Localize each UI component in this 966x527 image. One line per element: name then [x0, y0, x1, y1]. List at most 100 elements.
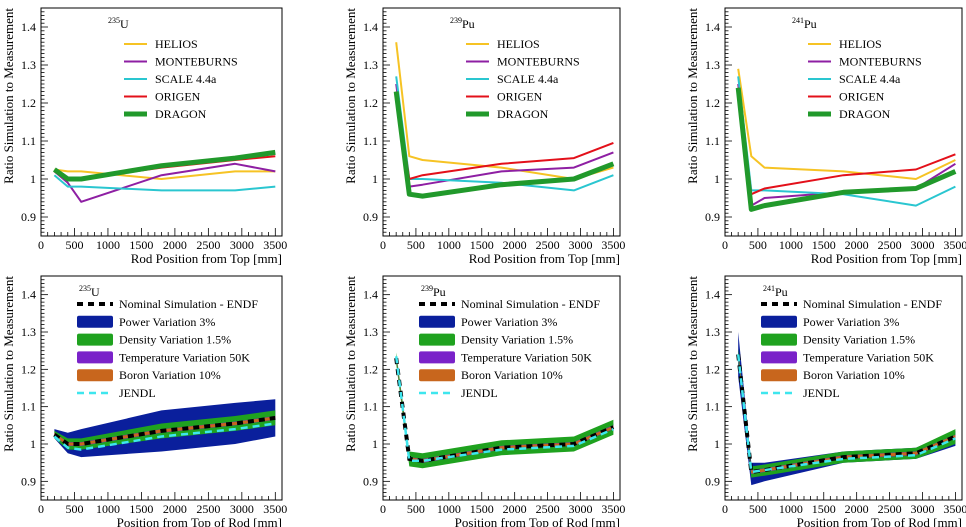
y-tick-label: 1	[30, 437, 36, 451]
y-tick-label: 1.4	[705, 20, 720, 34]
y-tick-label: 1.1	[363, 400, 378, 414]
x-axis-label: Position from Top of Rod [mm]	[797, 515, 962, 527]
x-tick-label: 1000	[96, 502, 120, 516]
title-superscript: 241	[763, 284, 775, 293]
x-tick-label: 2000	[163, 502, 187, 516]
legend-label: Power Variation 3%	[461, 315, 557, 329]
x-tick-label: 500	[407, 238, 425, 252]
x-tick-label: 1000	[779, 502, 803, 516]
y-tick-label: 1.1	[705, 134, 720, 148]
legend-label: SCALE 4.4a	[839, 72, 901, 86]
x-axis-label: Rod Position from Top [mm]	[811, 251, 962, 266]
x-tick-label: 1500	[129, 502, 153, 516]
legend-label: Boron Variation 10%	[119, 368, 221, 382]
y-tick-label: 1.2	[363, 362, 378, 376]
chart-panel-bottom-pu239: 0.9 1 1.1 1.2 1.3 1.4 0 500 1000 1500 2000 2500 3000…	[343, 275, 625, 527]
chart-panel-top-pu241: 0.9 1 1.1 1.2 1.3 1.4 0 500 1000 1500 2000 2500 3000…	[685, 7, 966, 266]
x-tick-label: 500	[749, 502, 767, 516]
x-tick-label: 2000	[503, 502, 527, 516]
y-tick-label: 1.1	[21, 400, 36, 414]
x-tick-label: 3000	[569, 502, 593, 516]
x-tick-label: 0	[38, 502, 44, 516]
title-element: U	[120, 17, 129, 31]
y-tick-label: 1	[372, 172, 378, 186]
legend-swatch-band	[77, 315, 113, 328]
y-tick-label: 1.2	[705, 362, 720, 376]
legend-swatch-band	[419, 351, 455, 364]
x-tick-label: 2500	[536, 238, 560, 252]
y-tick-label: 1	[714, 437, 720, 451]
y-tick-label: 1.2	[363, 96, 378, 110]
title-superscript: 239	[421, 284, 433, 293]
legend-label: DRAGON	[497, 107, 549, 121]
legend-label: HELIOS	[497, 37, 540, 51]
x-tick-label: 2000	[845, 502, 869, 516]
y-tick-label: 1.3	[21, 325, 36, 339]
y-tick-label: 1.4	[705, 288, 720, 302]
x-tick-label: 0	[380, 238, 386, 252]
legend-label: Temperature Variation 50K	[461, 350, 592, 364]
legend-label: MONTEBURNS	[839, 55, 922, 69]
x-tick-label: 1500	[812, 238, 836, 252]
y-tick-label: 0.9	[705, 474, 720, 488]
x-tick-label: 2000	[163, 238, 187, 252]
series-line-helios	[737, 68, 956, 180]
x-tick-label: 2000	[503, 238, 527, 252]
legend-label: JENDL	[119, 386, 156, 400]
y-tick-label: 1.2	[21, 96, 36, 110]
x-tick-label: 2500	[196, 502, 220, 516]
legend-swatch-band	[761, 351, 797, 364]
y-tick-label: 1.4	[21, 20, 36, 34]
title-superscript: 235	[79, 284, 91, 293]
y-axis-label: Ratio Simulation to Measurement	[343, 276, 358, 452]
legend-label: Boron Variation 10%	[461, 368, 563, 382]
x-tick-label: 3500	[263, 502, 287, 516]
legend-label: HELIOS	[839, 37, 882, 51]
x-tick-label: 2500	[536, 502, 560, 516]
x-tick-label: 2500	[196, 238, 220, 252]
x-tick-label: 500	[407, 502, 425, 516]
y-tick-label: 1.3	[363, 325, 378, 339]
x-axis-label: Position from Top of Rod [mm]	[117, 515, 282, 527]
y-axis-label: Ratio Simulation to Measurement	[685, 8, 700, 184]
title-superscript: 239	[450, 16, 462, 25]
x-tick-label: 3000	[569, 238, 593, 252]
title-element: Pu	[775, 285, 788, 299]
legend-label: Density Variation 1.5%	[119, 333, 231, 347]
title-element: Pu	[462, 17, 475, 31]
y-tick-label: 1.4	[363, 20, 378, 34]
series-line-dragon	[52, 149, 276, 182]
chart-title: 241Pu	[763, 284, 788, 299]
legend-label: Temperature Variation 50K	[119, 350, 250, 364]
band-density-variation-1-5-	[738, 348, 956, 478]
x-tick-label: 3500	[601, 502, 625, 516]
title-element: Pu	[433, 285, 446, 299]
chart-title: 239Pu	[421, 284, 446, 299]
x-tick-label: 0	[380, 502, 386, 516]
legend-label: MONTEBURNS	[497, 55, 580, 69]
x-tick-label: 500	[65, 502, 83, 516]
chart-title: 235U	[108, 16, 129, 31]
title-element: U	[91, 285, 100, 299]
y-tick-label: 1.1	[21, 134, 36, 148]
x-tick-label: 2500	[878, 502, 902, 516]
legend-label: JENDL	[461, 386, 498, 400]
x-tick-label: 1500	[470, 238, 494, 252]
legend-label: Nominal Simulation - ENDF	[461, 297, 600, 311]
legend-label: ORIGEN	[497, 90, 543, 104]
x-tick-label: 3000	[911, 502, 935, 516]
nominal-endf-line	[736, 354, 957, 475]
x-tick-label: 1000	[779, 238, 803, 252]
y-tick-label: 1	[714, 172, 720, 186]
y-axis-label: Ratio Simulation to Measurement	[685, 276, 700, 452]
chart-title: 235U	[79, 284, 100, 299]
y-tick-label: 1.3	[705, 325, 720, 339]
x-tick-label: 1000	[437, 502, 461, 516]
series-line-dragon	[735, 87, 957, 212]
x-tick-label: 3500	[943, 238, 966, 252]
x-tick-label: 1000	[437, 238, 461, 252]
y-tick-label: 0.9	[363, 474, 378, 488]
series-line-helios	[54, 168, 276, 180]
jendl-line	[736, 354, 956, 474]
